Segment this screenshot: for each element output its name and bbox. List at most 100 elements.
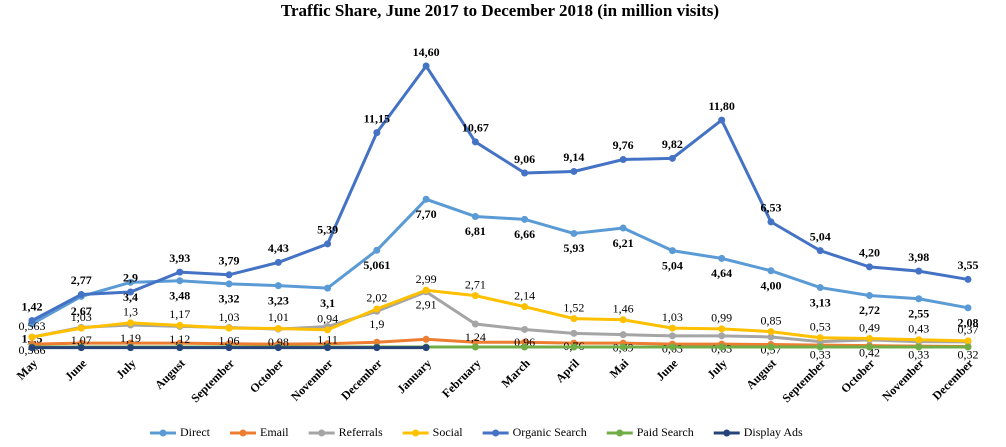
- point: [225, 344, 233, 352]
- point: [176, 344, 184, 352]
- data-label: 0,563: [19, 319, 46, 333]
- data-label: 2,14: [514, 288, 535, 302]
- data-label: 1,12: [169, 332, 190, 346]
- data-label: 2,71: [465, 277, 486, 291]
- point: [668, 343, 676, 351]
- data-label: 1,01: [268, 310, 289, 324]
- point: [619, 224, 627, 232]
- point: [816, 247, 824, 255]
- series-line: [31, 337, 969, 348]
- point: [176, 268, 184, 276]
- x-tick-label: June: [653, 356, 681, 384]
- data-label: 1,07: [71, 333, 92, 347]
- point: [964, 343, 972, 351]
- point: [422, 62, 430, 70]
- point: [471, 292, 479, 300]
- data-label: 1,24: [465, 330, 486, 344]
- point: [619, 343, 627, 351]
- data-label: 1,03: [662, 310, 683, 324]
- data-label: 2,77: [71, 273, 92, 287]
- point: [422, 195, 430, 203]
- point: [28, 344, 36, 352]
- point: [718, 332, 726, 340]
- data-label: 0,32: [958, 348, 979, 362]
- point: [373, 338, 381, 346]
- point: [471, 343, 479, 351]
- data-label: 14,60: [413, 45, 440, 59]
- point: [324, 284, 332, 292]
- x-tick-label: August: [743, 356, 779, 392]
- point: [274, 344, 282, 352]
- point: [570, 229, 578, 237]
- point: [422, 335, 430, 343]
- data-label: 3,23: [268, 293, 289, 307]
- point: [865, 263, 873, 271]
- x-tick-label: November: [879, 356, 927, 404]
- data-label: 3,32: [219, 292, 240, 306]
- x-tick-label: July: [113, 356, 138, 381]
- point: [521, 169, 529, 177]
- point: [274, 282, 282, 290]
- point: [324, 326, 332, 334]
- point: [521, 325, 529, 333]
- point: [471, 320, 479, 328]
- point: [816, 343, 824, 351]
- data-label: 2,02: [366, 291, 387, 305]
- data-label: 0,33: [810, 347, 831, 361]
- data-label: 3,55: [958, 258, 979, 272]
- data-label: 11,80: [709, 99, 735, 113]
- data-label: 0,85: [760, 313, 781, 327]
- point: [570, 343, 578, 351]
- x-tick-label: June: [62, 356, 90, 384]
- data-label: 0,94: [317, 312, 338, 326]
- point: [471, 338, 479, 346]
- point: [176, 277, 184, 285]
- point: [127, 288, 135, 296]
- data-label: 0,49: [859, 320, 880, 334]
- x-tick-label: September: [188, 356, 237, 405]
- x-tick-label: November: [288, 356, 336, 404]
- data-label: 2,67: [71, 304, 92, 318]
- series-line: [31, 63, 969, 322]
- x-tick-label: January: [394, 356, 434, 396]
- chart-title: Traffic Share, June 2017 to December 201…: [281, 1, 719, 20]
- data-label: 5,04: [810, 229, 831, 243]
- data-label: 0,42: [859, 346, 880, 360]
- data-label: 5,04: [662, 258, 683, 272]
- data-label: 1,42: [22, 299, 43, 313]
- legend-label: Direct: [180, 425, 211, 439]
- data-label: 2,72: [859, 303, 880, 317]
- data-label: 1,17: [169, 307, 190, 321]
- legend-label: Paid Search: [637, 425, 694, 439]
- point: [816, 284, 824, 292]
- point: [471, 212, 479, 220]
- point: [570, 167, 578, 175]
- point: [28, 333, 36, 341]
- data-label: 1,11: [317, 332, 338, 346]
- point: [570, 329, 578, 337]
- data-label: 11,15: [364, 111, 390, 125]
- data-label: 3,93: [169, 251, 190, 265]
- point: [127, 344, 135, 352]
- data-label: 10,67: [462, 121, 489, 135]
- data-label: 4,43: [268, 241, 289, 255]
- point: [767, 218, 775, 226]
- point: [570, 315, 578, 323]
- point: [767, 333, 775, 341]
- point: [865, 335, 873, 343]
- point: [77, 344, 85, 352]
- point: [619, 316, 627, 324]
- point: [176, 321, 184, 329]
- data-label: 3,13: [810, 295, 831, 309]
- x-tick-label: May: [14, 356, 40, 382]
- point: [767, 267, 775, 275]
- legend-marker: [723, 429, 731, 437]
- point: [373, 305, 381, 313]
- data-label: 0,33: [908, 347, 929, 361]
- legend-label: Organic Search: [513, 425, 587, 439]
- data-label: 2,9: [123, 271, 138, 285]
- data-label: 1,3: [123, 305, 138, 319]
- data-label: 1,03: [219, 310, 240, 324]
- point: [718, 343, 726, 351]
- point: [964, 337, 972, 345]
